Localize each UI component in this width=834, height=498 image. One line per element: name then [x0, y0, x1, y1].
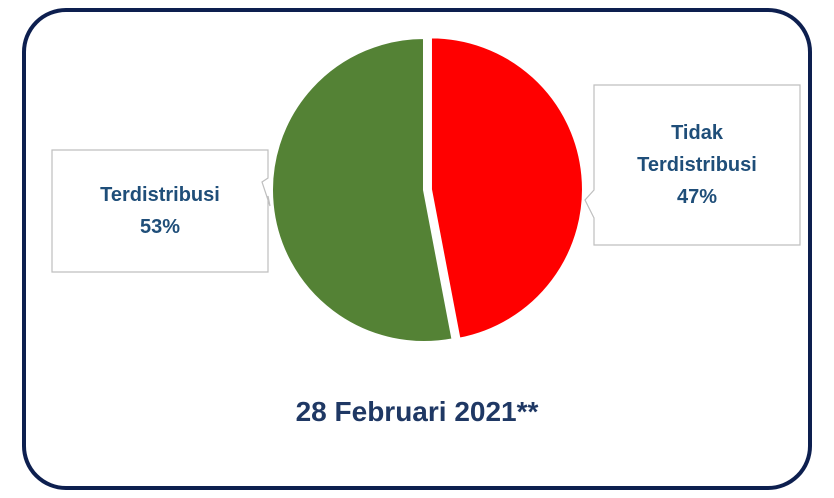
callout-box — [584, 84, 801, 246]
pie-slice — [271, 36, 454, 343]
slice-label: Terdistribusi — [100, 184, 220, 206]
pie-slice — [429, 36, 584, 340]
callout-box — [51, 149, 271, 273]
pie — [271, 36, 584, 343]
callout-label: Terdistribusi 53% — [52, 150, 268, 272]
annotation: 28 Februari 2021** — [295, 396, 539, 427]
value-label: 53% — [139, 216, 181, 238]
callout-label: Tidak Terdistribusi 47% — [594, 85, 800, 245]
value-label: 47% — [676, 186, 718, 208]
slice-label: Tidak Terdistribusi — [637, 122, 757, 176]
